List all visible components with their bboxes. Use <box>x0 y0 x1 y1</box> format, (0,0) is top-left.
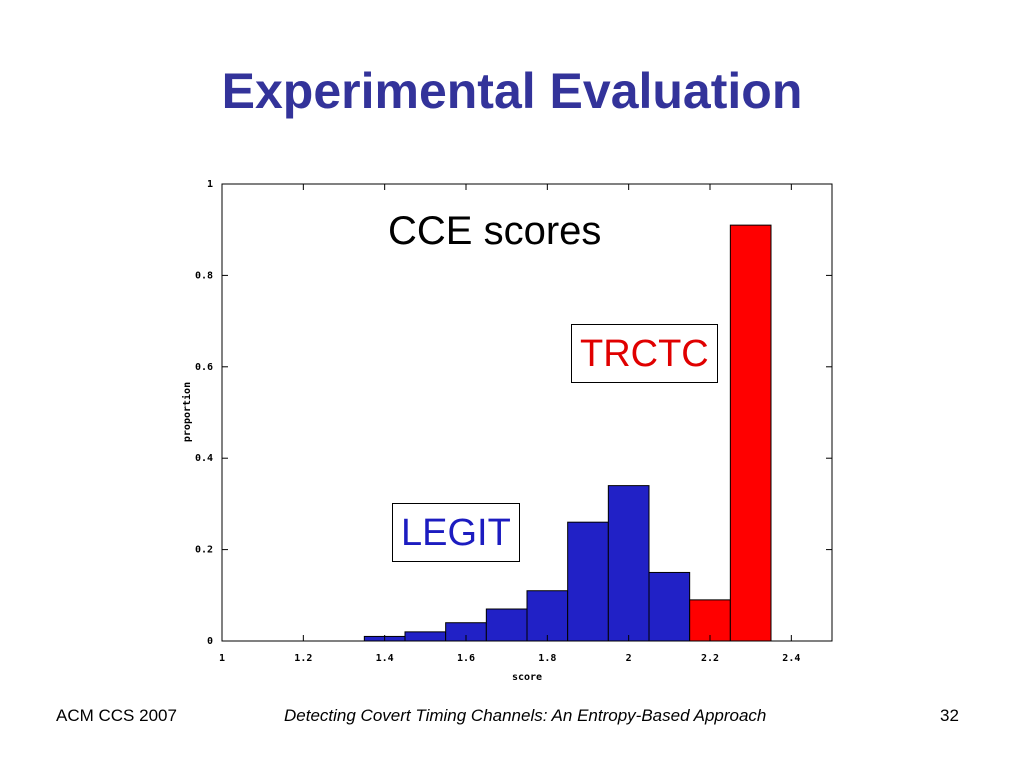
x-tick-label-2: 1.4 <box>376 653 394 664</box>
bar-legit-7 <box>648 571 691 642</box>
x-tick-label-1: 1.2 <box>294 653 312 664</box>
y-tick-label-1: 0.2 <box>195 545 213 556</box>
y-tick-label-2: 0.4 <box>195 453 213 464</box>
x-tick-label-6: 2.2 <box>701 653 719 664</box>
x-axis-title: score <box>512 672 542 683</box>
histogram-chart: 0 0.2 0.4 0.6 0.8 1 1 1.2 1.4 1.6 1.8 2 2.2 2.4 scor… <box>181 179 833 683</box>
y-tick-label-4: 0.8 <box>195 270 213 281</box>
slide-title: Experimental Evaluation <box>221 63 803 119</box>
footer-page-number: 32 <box>940 706 959 725</box>
plot-frame <box>221 183 833 642</box>
x-tick-label-3: 1.6 <box>457 653 475 664</box>
footer-paper-title: Detecting Covert Timing Channels: An Ent… <box>284 706 767 725</box>
y-axis-ticks: 0 0.2 0.4 0.6 0.8 1 <box>195 179 832 647</box>
bar-legit-6 <box>607 485 650 642</box>
x-tick-label-7: 2.4 <box>782 653 800 664</box>
bars-group <box>363 224 772 642</box>
y-tick-label-0: 0 <box>207 636 213 647</box>
y-tick-label-3: 0.6 <box>195 362 213 373</box>
x-tick-label-5: 2 <box>626 653 632 664</box>
bar-legit-3 <box>485 608 528 642</box>
y-tick-label-5: 1 <box>207 179 213 190</box>
footer-conference: ACM CCS 2007 <box>56 706 177 725</box>
bar-trctc-0 <box>689 599 731 642</box>
y-axis-title: proportion <box>181 382 193 442</box>
legit-label-box: LEGIT <box>392 503 520 562</box>
bar-legit-1 <box>404 631 447 642</box>
bar-trctc-1 <box>729 224 772 642</box>
bar-legit-4 <box>526 590 569 642</box>
x-tick-label-0: 1 <box>219 653 225 664</box>
bar-legit-5 <box>567 521 609 642</box>
trctc-label-box: TRCTC <box>571 324 718 383</box>
x-tick-label-4: 1.8 <box>538 653 556 664</box>
chart-title: CCE scores <box>388 209 602 253</box>
x-axis-ticks: 1 1.2 1.4 1.6 1.8 2 2.2 2.4 <box>219 184 800 664</box>
